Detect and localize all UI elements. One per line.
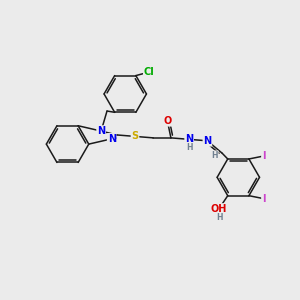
Text: I: I (262, 151, 266, 161)
Text: H: H (186, 143, 192, 152)
Text: Cl: Cl (144, 67, 154, 77)
Text: OH: OH (211, 204, 227, 214)
Text: N: N (203, 136, 211, 146)
Text: H: H (212, 151, 218, 160)
Text: H: H (216, 213, 223, 222)
Text: N: N (97, 126, 105, 136)
Text: N: N (185, 134, 193, 144)
Text: I: I (262, 194, 266, 204)
Text: S: S (131, 131, 139, 141)
Text: N: N (108, 134, 116, 144)
Text: O: O (163, 116, 172, 126)
